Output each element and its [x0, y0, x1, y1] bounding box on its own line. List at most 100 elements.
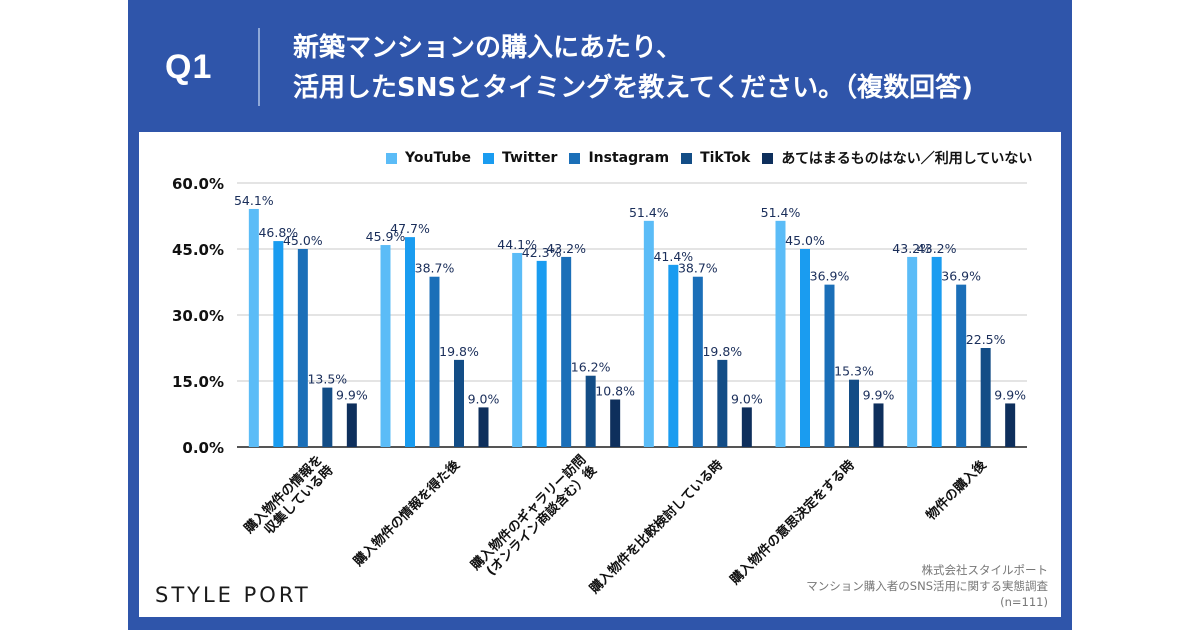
- y-axis-ticks: 0.0% 15.0% 30.0% 45.0% 60.0%: [172, 175, 224, 457]
- legend-item: Instagram: [569, 150, 669, 166]
- data-label: 16.2%: [571, 360, 611, 375]
- data-label: 9.9%: [336, 387, 368, 402]
- bar: [429, 276, 440, 447]
- data-label: 45.0%: [283, 233, 323, 248]
- data-label: 51.4%: [629, 205, 669, 220]
- title-line-2: 活用したSNSとタイミングを教えてください。（複数回答): [293, 73, 974, 103]
- bar: [454, 359, 464, 447]
- header-divider: [258, 28, 260, 106]
- bar: [800, 249, 810, 447]
- bar: [1005, 403, 1016, 447]
- bar: [536, 260, 547, 447]
- source-note: 株式会社スタイルポート マンション購入者のSNS活用に関する実態調査 (n=11…: [806, 562, 1048, 610]
- x-tick-label-line: 購入物件の情報を得た後: [350, 456, 464, 570]
- data-label: 36.9%: [810, 269, 850, 284]
- legend-label: Instagram: [588, 150, 670, 166]
- bar: [380, 245, 391, 447]
- data-label: 36.9%: [941, 269, 981, 284]
- bar: [297, 249, 308, 447]
- data-label: 38.7%: [415, 261, 455, 276]
- legend-swatch: [762, 152, 774, 164]
- source-company: 株式会社スタイルポート: [921, 563, 1049, 577]
- legend-label: YouTube: [405, 150, 471, 166]
- bar: [873, 403, 884, 447]
- data-label: 43.2%: [917, 241, 957, 256]
- bar: [956, 284, 967, 447]
- bar: [478, 407, 489, 447]
- legend-item: TikTok: [681, 150, 750, 166]
- legend-item: YouTube: [386, 150, 471, 166]
- bar: [907, 256, 918, 447]
- bar: [849, 379, 859, 447]
- legend-swatch: [569, 152, 581, 164]
- data-label: 44.1%: [497, 237, 537, 252]
- question-label: Q1: [165, 48, 213, 86]
- data-label: 54.1%: [234, 193, 274, 208]
- legend-item: あてはまるものはない／利用していない: [762, 148, 1032, 168]
- bar: [692, 276, 703, 447]
- legend-label: Twitter: [501, 150, 558, 166]
- bar: [610, 399, 621, 447]
- bar: [512, 252, 523, 447]
- y-tick-label: 45.0%: [172, 241, 224, 259]
- data-labels: 54.1% 45.9% 44.1% 51.4% 51.4% 43.2% 46.8% 47.7%…: [234, 193, 1026, 406]
- bar: [561, 256, 572, 447]
- data-label: 43.2%: [892, 241, 932, 256]
- data-label: 47.7%: [390, 221, 430, 236]
- x-tick-label-line: 物件の購入後: [923, 456, 990, 523]
- data-label: 45.0%: [785, 233, 825, 248]
- data-label: 22.5%: [966, 332, 1006, 347]
- data-label: 15.3%: [834, 364, 874, 379]
- x-tick-label: 購入物件のギャラリー訪問(オンライン商談含む）後: [467, 452, 601, 579]
- x-tick-label-line: (オンライン商談含む）後: [483, 462, 600, 579]
- bar: [346, 403, 357, 447]
- y-tick-label: 15.0%: [172, 373, 224, 391]
- data-label: 46.8%: [258, 225, 298, 240]
- data-label: 45.9%: [366, 229, 406, 244]
- bar: [643, 220, 654, 447]
- x-tick-label: 購入物件の情報を得た後: [350, 456, 464, 570]
- legend: YouTube Twitter Instagram TikTok あてはまるものはない／…: [386, 148, 1044, 168]
- bar: [585, 375, 596, 447]
- bar: [741, 407, 752, 447]
- data-label: 9.0%: [731, 391, 763, 406]
- legend-label: あてはまるものはない／利用していない: [781, 151, 1033, 167]
- bar: [775, 220, 786, 447]
- data-label: 9.9%: [863, 387, 895, 402]
- bar: [273, 241, 284, 447]
- x-tick-label-line: 購入物件を比較検討している時: [586, 457, 726, 597]
- data-label: 13.5%: [307, 372, 347, 387]
- gridlines: [237, 182, 1027, 448]
- title-line-1: 新築マンションの購入にあたり、: [293, 33, 682, 63]
- legend-label: TikTok: [700, 150, 751, 166]
- x-tick-label-line: 購入物件のギャラリー訪問: [467, 452, 589, 574]
- source-sample-size: (n=111): [1000, 595, 1048, 609]
- bar: [980, 348, 991, 447]
- data-label: 9.9%: [994, 387, 1026, 402]
- bar: [668, 264, 679, 447]
- data-label: 19.8%: [702, 344, 742, 359]
- data-label: 42.3%: [522, 245, 562, 260]
- y-tick-label: 0.0%: [182, 439, 224, 457]
- bar: [405, 237, 415, 447]
- bar: [931, 256, 942, 447]
- data-label: 10.8%: [595, 383, 635, 398]
- x-tick-label: 物件の購入後: [923, 456, 990, 523]
- legend-swatch: [386, 152, 397, 164]
- bar: [824, 284, 835, 447]
- bar: [248, 208, 259, 447]
- bar: [322, 387, 333, 447]
- y-tick-label: 30.0%: [172, 307, 224, 325]
- data-label: 51.4%: [761, 205, 801, 220]
- data-label: 19.8%: [439, 344, 479, 359]
- page-title: 新築マンションの購入にあたり、 活用したSNSとタイミングを教えてください。（複…: [293, 28, 973, 108]
- data-label: 9.0%: [468, 391, 500, 406]
- data-label: 38.7%: [678, 261, 718, 276]
- x-tick-label: 購入物件を比較検討している時: [586, 457, 726, 597]
- brand-logo: STYLE PORT: [155, 583, 311, 607]
- legend-swatch: [681, 152, 693, 164]
- bars: [248, 208, 1016, 447]
- legend-swatch: [482, 152, 494, 164]
